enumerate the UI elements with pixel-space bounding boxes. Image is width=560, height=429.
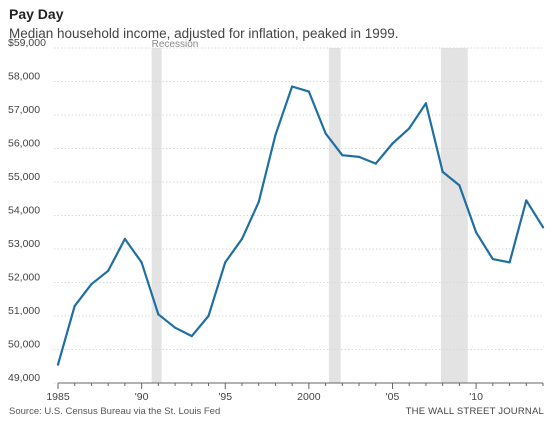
data-point-2011 (491, 257, 494, 261)
data-point-1991 (157, 313, 160, 316)
data-point-2000 (307, 90, 310, 93)
data-point-1998 (274, 134, 277, 137)
data-point-1996 (240, 237, 244, 241)
y-tick-label-54000: 54,000 (8, 205, 40, 217)
x-tick-label-1990: '90 (135, 391, 149, 403)
x-tick-label-2000: 2000 (297, 391, 321, 403)
data-point-2012 (508, 261, 511, 264)
x-tick-label-1985: 1985 (46, 391, 70, 403)
data-point-2002 (341, 154, 344, 157)
series-line (56, 85, 545, 366)
source-note: Source: U.S. Census Bureau via the St. L… (9, 406, 221, 417)
gridlines (54, 47, 543, 384)
data-point-2004 (374, 162, 377, 165)
data-point-2005 (391, 142, 394, 145)
data-point-2006 (408, 127, 411, 130)
y-tick-label-51000: 51,000 (8, 305, 40, 317)
data-point-1989 (123, 237, 126, 241)
chart-title: Pay Day (9, 6, 64, 22)
publisher-credit: THE WALL STREET JOURNAL (405, 406, 544, 417)
recession-label: Recession (152, 39, 199, 50)
x-tick-label-1995: '95 (218, 391, 232, 403)
data-point-1988 (107, 269, 110, 272)
y-tick-label-52000: 52,000 (8, 272, 40, 284)
y-tick-label-49000: 49,000 (8, 372, 40, 384)
median-income-line (56, 85, 545, 366)
data-point-1987 (90, 283, 93, 286)
data-point-2014 (541, 226, 545, 229)
data-point-2003 (357, 155, 361, 158)
y-tick-label-53000: 53,000 (8, 238, 40, 250)
data-point-1992 (173, 326, 177, 329)
y-tick-label-50000: 50,000 (8, 339, 40, 351)
y-tick-label-59000: $59,000 (8, 37, 46, 49)
y-tick-label-56000: 56,000 (8, 138, 40, 150)
x-tick-label-2005: '05 (386, 391, 400, 403)
x-axis: 1985 '90 '95 2000 '05 '10 (46, 382, 544, 403)
y-tick-label-57000: 57,000 (8, 104, 40, 116)
data-point-1993 (190, 335, 193, 338)
y-axis-labels: 49,000 50,000 51,000 52,000 53,000 54,000 55,0… (8, 37, 46, 384)
data-point-2001 (324, 132, 327, 135)
data-point-1995 (224, 261, 227, 264)
y-tick-label-55000: 55,000 (8, 171, 40, 183)
recession-bands: Recession (151, 39, 468, 383)
data-point-2007 (424, 102, 428, 105)
data-point-2009 (458, 184, 461, 187)
data-point-2008 (441, 170, 444, 174)
data-point-1985 (56, 363, 60, 366)
data-point-2013 (525, 199, 528, 202)
data-point-1994 (207, 314, 210, 318)
data-point-1990 (140, 261, 143, 264)
data-point-2010 (475, 231, 478, 234)
y-tick-label-58000: 58,000 (8, 71, 40, 83)
data-point-1986 (73, 304, 76, 308)
chart-subtitle: Median household income, adjusted for in… (9, 26, 399, 41)
data-point-1997 (257, 201, 260, 204)
x-tick-label-2010: '10 (469, 391, 483, 403)
data-point-1999 (291, 85, 294, 88)
